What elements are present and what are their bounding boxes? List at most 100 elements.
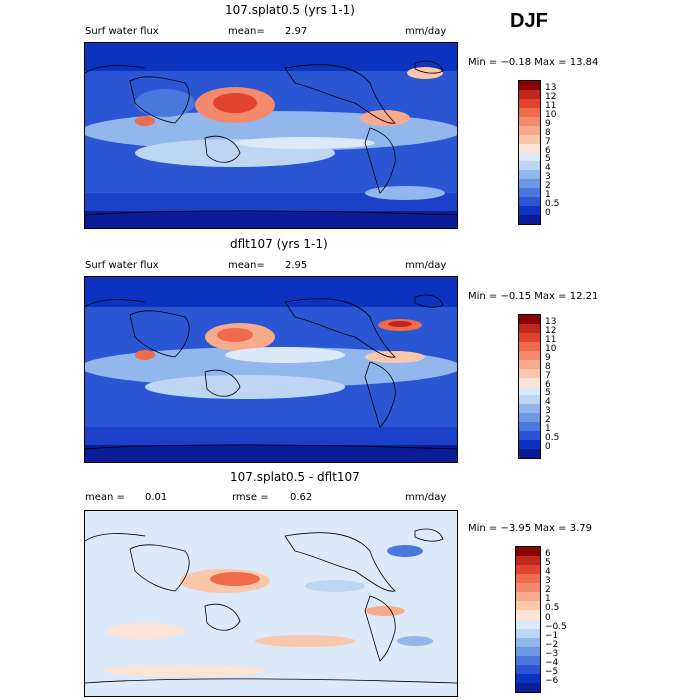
colorbar-segment [519, 386, 540, 396]
colorbar-tick-label: −1 [545, 630, 559, 641]
colorbar-tick-label: 0 [545, 612, 551, 623]
colorbar-segment [519, 359, 540, 369]
colorbar-tick-label: 6 [545, 379, 551, 390]
panel1-minmax: Min = −0.18 Max = 13.84 [468, 57, 599, 68]
panel3-rmse-value: 0.62 [290, 492, 313, 503]
colorbar-tick-label: 6 [545, 549, 551, 560]
colorbar-tick-label: 4 [545, 567, 551, 578]
panel3-map-svg [85, 511, 457, 696]
colorbar-segment [519, 395, 540, 405]
colorbar-tick-label: 12 [545, 91, 557, 102]
panel1-title: 107.splat0.5 (yrs 1-1) [225, 3, 355, 17]
colorbar-tick-label: 3 [545, 576, 551, 587]
colorbar-tick-label: −3 [545, 648, 559, 659]
colorbar-segment [516, 601, 540, 611]
colorbar-segment [519, 179, 540, 189]
colorbar-segment [519, 332, 540, 342]
colorbar-segment [519, 170, 540, 180]
colorbar-tick-label: −5 [545, 666, 559, 677]
colorbar-tick-label: 10 [545, 109, 557, 120]
panel1-mean-label: mean= [228, 26, 265, 37]
colorbar-tick-label: 5 [545, 154, 551, 165]
colorbar-segment [519, 350, 540, 360]
colorbar-segment [519, 206, 540, 216]
panel2-mean-label: mean= [228, 260, 265, 271]
colorbar-segment [519, 152, 540, 162]
colorbar-tick-label: 10 [545, 343, 557, 354]
panel3-rmse-label: rmse = [232, 492, 269, 503]
colorbar-tick-label: 1 [545, 190, 551, 201]
colorbar-segment [519, 134, 540, 144]
colorbar-tick-label: 3 [545, 406, 551, 417]
colorbar-segment [516, 583, 540, 593]
colorbar-segment [519, 116, 540, 126]
panel3-mean-value: 0.01 [145, 492, 168, 503]
colorbar-segment [519, 413, 540, 423]
colorbar-segment [519, 215, 540, 224]
colorbar-tick-label: 0.5 [545, 199, 560, 210]
panel1-colorbar [518, 80, 541, 225]
colorbar-tick-label: 11 [545, 100, 557, 111]
colorbar-tick-label: 2 [545, 585, 551, 596]
colorbar-segment [516, 574, 540, 584]
colorbar-segment [516, 619, 540, 629]
panel2-map-svg [85, 277, 457, 462]
colorbar-tick-label: 12 [545, 325, 557, 336]
panel2-mean-value: 2.95 [285, 260, 308, 271]
colorbar-segment [519, 107, 540, 117]
colorbar-tick-label: 4 [545, 397, 551, 408]
colorbar-segment [516, 547, 540, 557]
season-label: DJF [510, 10, 548, 32]
colorbar-segment [516, 556, 540, 566]
colorbar-segment [519, 431, 540, 441]
colorbar-segment [519, 98, 540, 108]
colorbar-segment [519, 81, 540, 90]
colorbar-segment [519, 368, 540, 378]
colorbar-tick-label: 9 [545, 352, 551, 363]
colorbar-segment [516, 565, 540, 575]
colorbar-segment [516, 637, 540, 647]
colorbar-tick-label: 2 [545, 415, 551, 426]
colorbar-segment [519, 315, 540, 324]
colorbar-tick-label: 11 [545, 334, 557, 345]
colorbar-tick-label: 5 [545, 388, 551, 399]
colorbar-segment [519, 143, 540, 153]
colorbar-segment [519, 422, 540, 432]
colorbar-tick-label: −4 [545, 657, 559, 668]
panel3-colorbar [515, 546, 541, 693]
colorbar-segment [516, 610, 540, 620]
colorbar-tick-label: −2 [545, 639, 559, 650]
colorbar-tick-label: 0.5 [545, 433, 560, 444]
colorbar-segment [519, 341, 540, 351]
colorbar-tick-label: 7 [545, 370, 551, 381]
panel2-colorbar [518, 314, 541, 459]
panel1-map [84, 42, 458, 229]
colorbar-tick-label: 0.5 [545, 603, 560, 614]
colorbar-segment [519, 89, 540, 99]
colorbar-tick-label: 6 [545, 145, 551, 156]
colorbar-tick-label: 0 [545, 442, 551, 453]
colorbar-tick-label: 0 [545, 208, 551, 219]
colorbar-tick-label: 3 [545, 172, 551, 183]
panel2-minmax: Min = −0.15 Max = 12.21 [468, 291, 599, 302]
panel3-mean-label: mean = [85, 492, 125, 503]
colorbar-tick-label: 2 [545, 181, 551, 192]
colorbar-tick-label: 13 [545, 82, 557, 93]
colorbar-segment [516, 664, 540, 674]
colorbar-segment [516, 646, 540, 656]
colorbar-tick-label: −0.5 [545, 621, 567, 632]
colorbar-tick-label: 9 [545, 118, 551, 129]
panel2-map [84, 276, 458, 463]
panel3-minmax: Min = −3.95 Max = 3.79 [468, 523, 592, 534]
colorbar-tick-label: 4 [545, 163, 551, 174]
colorbar-segment [516, 673, 540, 683]
colorbar-tick-label: 5 [545, 558, 551, 569]
colorbar-segment [516, 628, 540, 638]
colorbar-segment [516, 655, 540, 665]
panel3-units: mm/day [405, 492, 447, 503]
panel1-units: mm/day [405, 26, 447, 37]
colorbar-segment [519, 377, 540, 387]
colorbar-segment [516, 592, 540, 602]
colorbar-tick-label: 8 [545, 127, 551, 138]
panel2-units: mm/day [405, 260, 447, 271]
